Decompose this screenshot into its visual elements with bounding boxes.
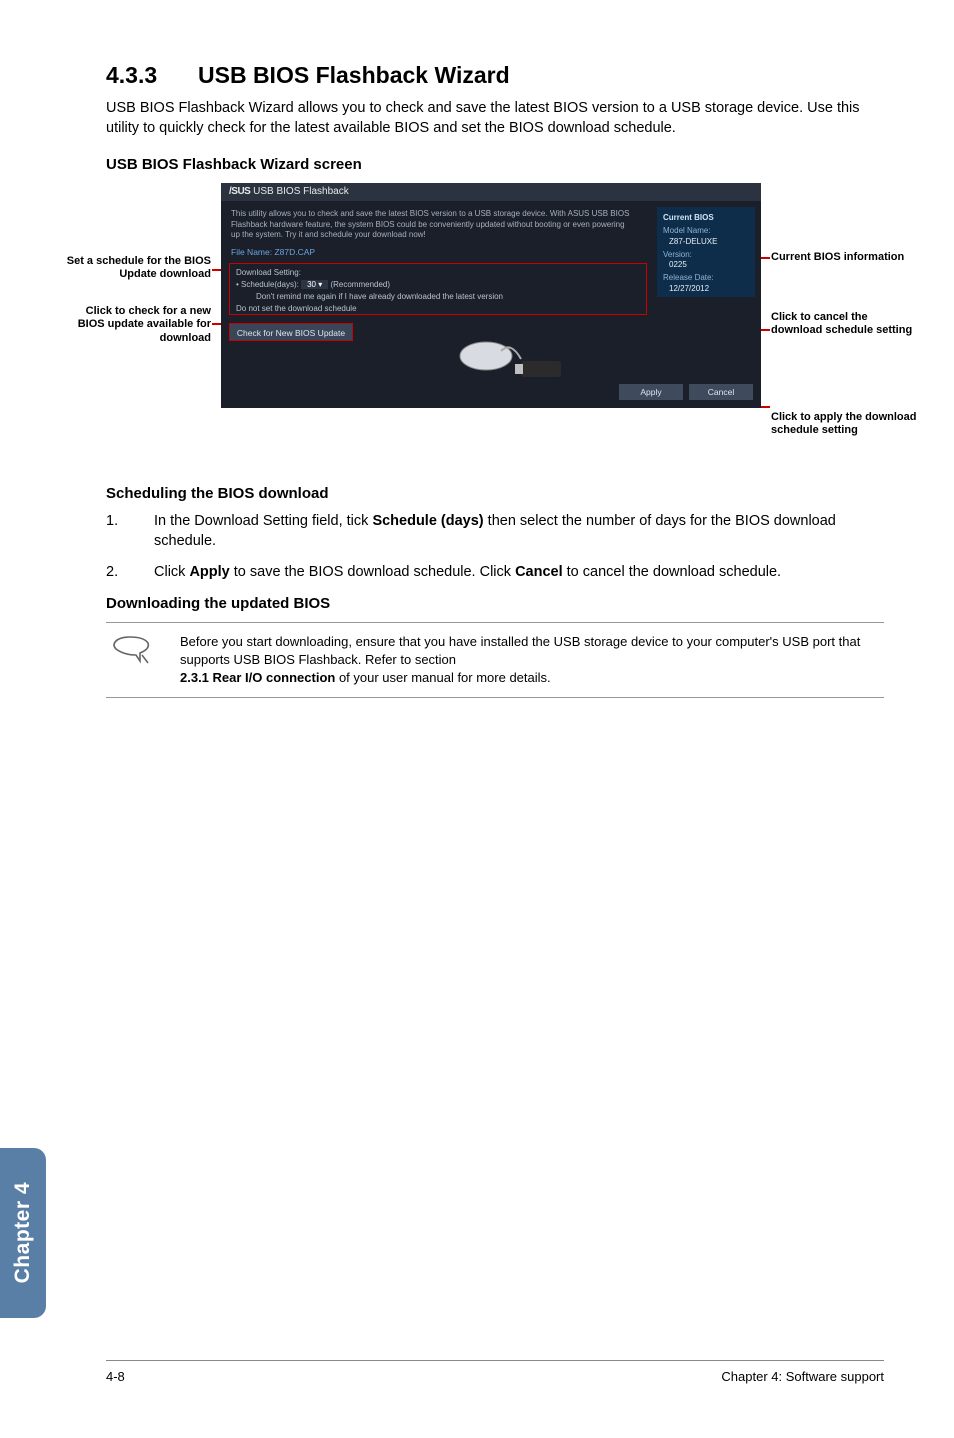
page-number: 4-8 xyxy=(106,1369,125,1384)
callout-cancel: Click to cancel the download schedule se… xyxy=(771,311,921,337)
dl-remind-row[interactable]: Don't remind me again if I have already … xyxy=(236,292,640,301)
current-bios-panel: Current BIOS Model Name: Z87-DELUXE Vers… xyxy=(657,207,755,297)
note-block: Before you start downloading, ensure tha… xyxy=(106,622,884,699)
dl-noset-row[interactable]: Do not set the download schedule xyxy=(236,304,640,313)
panel-version-label: Version: xyxy=(663,250,749,261)
usb-flashback-graphic xyxy=(451,331,571,386)
panel-date-value: 12/27/2012 xyxy=(663,284,749,295)
step-text: In the Download Setting field, tick Sche… xyxy=(154,512,884,551)
panel-model-value: Z87-DELUXE xyxy=(663,237,749,248)
app-description: This utility allows you to check and sav… xyxy=(231,209,631,240)
button-bar: Apply Cancel xyxy=(619,384,753,400)
panel-header: Current BIOS xyxy=(663,213,749,224)
app-brand: /SUS xyxy=(229,186,250,197)
step-text: Click Apply to save the BIOS download sc… xyxy=(154,563,781,583)
downloading-heading: Downloading the updated BIOS xyxy=(106,595,884,612)
dl-reco: (Recommended) xyxy=(330,280,390,289)
file-value: Z87D.CAP xyxy=(274,247,315,257)
callout-apply: Click to apply the download schedule set… xyxy=(771,411,921,437)
footer-chapter: Chapter 4: Software support xyxy=(721,1369,884,1384)
app-window: /SUS USB BIOS Flashback This utility all… xyxy=(221,183,761,408)
callout-schedule: Set a schedule for the BIOS Update downl… xyxy=(61,255,211,281)
app-titlebar: /SUS USB BIOS Flashback xyxy=(221,183,761,201)
panel-date-label: Release Date: xyxy=(663,273,749,284)
figure: Set a schedule for the BIOS Update downl… xyxy=(106,183,884,473)
figure-heading: USB BIOS Flashback Wizard screen xyxy=(106,156,884,173)
panel-version-value: 0225 xyxy=(663,260,749,271)
intro-paragraph: USB BIOS Flashback Wizard allows you to … xyxy=(106,99,884,138)
callout-info: Current BIOS information xyxy=(771,251,921,264)
download-setting-box: Download Setting: • Schedule(days): 30 ▾… xyxy=(229,263,647,315)
step-number: 1. xyxy=(106,512,154,551)
dl-sched-label: Schedule(days): xyxy=(241,280,299,289)
cancel-button[interactable]: Cancel xyxy=(689,384,753,400)
section-title: USB BIOS Flashback Wizard xyxy=(198,62,510,88)
chapter-tab: Chapter 4 xyxy=(0,1148,46,1318)
scheduling-steps: 1. In the Download Setting field, tick S… xyxy=(106,512,884,583)
note-icon xyxy=(106,633,156,672)
list-item: 1. In the Download Setting field, tick S… xyxy=(106,512,884,551)
scheduling-heading: Scheduling the BIOS download xyxy=(106,485,884,502)
page-footer: 4-8 Chapter 4: Software support xyxy=(106,1360,884,1384)
section-number: 4.3.3 xyxy=(106,62,198,89)
section-heading: 4.3.3USB BIOS Flashback Wizard xyxy=(106,62,884,89)
file-label: File Name: xyxy=(231,247,272,257)
step-number: 2. xyxy=(106,563,154,583)
dl-header: Download Setting: xyxy=(236,268,640,277)
check-bios-button[interactable]: Check for New BIOS Update xyxy=(229,323,353,341)
note-text: Before you start downloading, ensure tha… xyxy=(180,633,884,688)
callout-check: Click to check for a new BIOS update ava… xyxy=(61,305,211,345)
dl-schedule-row: • Schedule(days): 30 ▾ (Recommended) xyxy=(236,280,640,289)
app-body: This utility allows you to check and sav… xyxy=(221,201,761,408)
dl-sched-select[interactable]: 30 ▾ xyxy=(301,280,328,289)
chapter-tab-label: Chapter 4 xyxy=(11,1182,35,1283)
apply-button[interactable]: Apply xyxy=(619,384,683,400)
app-title-text: USB BIOS Flashback xyxy=(253,186,349,197)
list-item: 2. Click Apply to save the BIOS download… xyxy=(106,563,884,583)
panel-model-label: Model Name: xyxy=(663,226,749,237)
app-file-label: File Name: Z87D.CAP xyxy=(231,247,315,257)
